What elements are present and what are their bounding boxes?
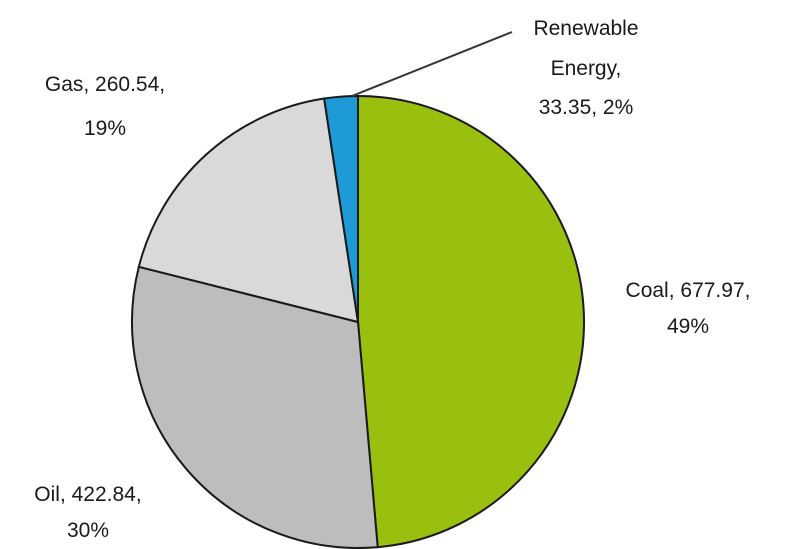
- oil-label: Oil, 422.84, 30%: [34, 483, 141, 542]
- gas-label: Gas, 260.54, 19%: [45, 73, 165, 140]
- pie-slice-coal: [357, 94, 585, 549]
- gas-label-line1: Gas, 260.54,: [45, 73, 165, 96]
- oil-label-line1: Oil, 422.84,: [34, 483, 141, 506]
- renewable-label-line3: 33.35, 2%: [539, 96, 634, 119]
- renewable-leader-line: [351, 31, 513, 97]
- renewable-label-line2: Energy,: [551, 57, 622, 80]
- oil-label-line2: 30%: [67, 519, 109, 542]
- coal-label-line2: 49%: [667, 315, 709, 338]
- gas-label-line2: 19%: [84, 117, 126, 140]
- pie-slice-renewable-energy: [323, 94, 359, 323]
- pie-slice-oil: [131, 265, 379, 549]
- coal-label: Coal, 677.97, 49%: [626, 279, 751, 338]
- coal-label-line1: Coal, 677.97,: [626, 279, 751, 302]
- renewable-label-line1: Renewable: [533, 17, 638, 40]
- pie-slice-gas: [137, 97, 360, 324]
- pie-slices: [131, 94, 585, 549]
- renewable-label: Renewable Energy, 33.35, 2%: [533, 17, 638, 119]
